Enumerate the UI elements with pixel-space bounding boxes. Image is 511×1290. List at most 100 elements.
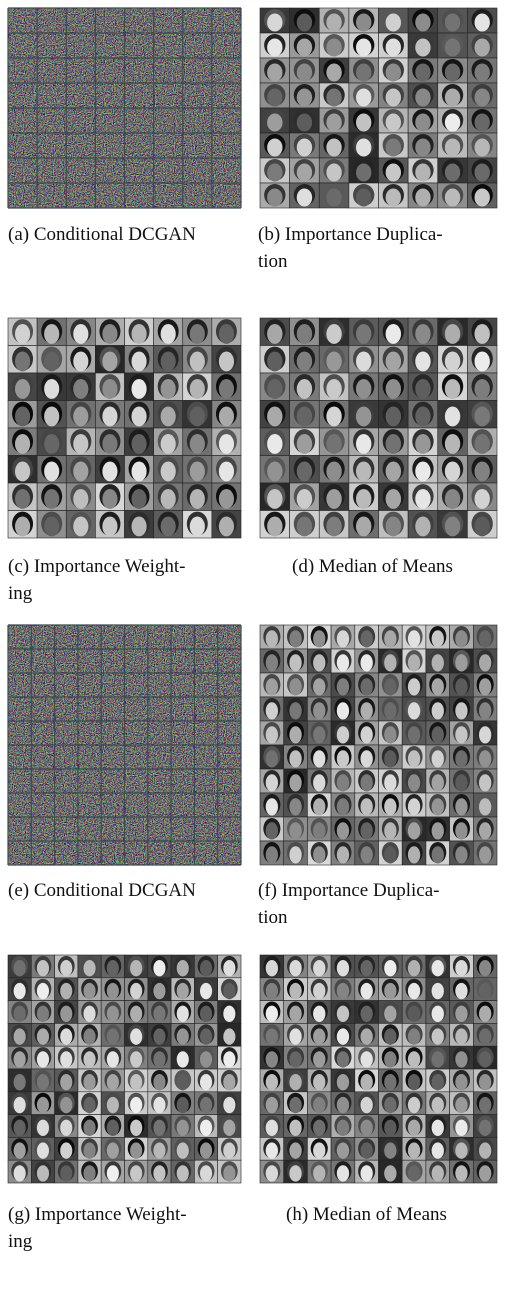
face-skin: [384, 654, 397, 672]
face-skin: [478, 1051, 492, 1068]
face-skin: [478, 960, 492, 977]
face-skin: [313, 1074, 326, 1091]
face-skin: [73, 516, 89, 537]
face-skin: [326, 406, 342, 427]
face-skin: [415, 351, 431, 372]
face-skin: [360, 846, 373, 864]
face-skin: [474, 434, 490, 454]
face-skin: [360, 630, 373, 648]
face-skin: [474, 351, 490, 372]
face-skin: [431, 798, 444, 816]
face-skin: [478, 1074, 492, 1091]
face-skin: [360, 1165, 373, 1182]
face-skin: [360, 798, 373, 816]
face-skin: [385, 351, 402, 372]
face-skin: [384, 1051, 397, 1068]
face-skin: [130, 982, 143, 1000]
face-skin: [313, 1051, 326, 1068]
face-skin: [336, 846, 350, 864]
face-skin: [265, 822, 279, 840]
face-skin: [474, 63, 490, 82]
face-skin: [14, 489, 31, 509]
face-skin: [478, 678, 492, 696]
face-skin: [60, 982, 73, 1000]
face-skin: [199, 1096, 213, 1114]
face-skin: [431, 702, 444, 720]
face-skin: [218, 461, 235, 482]
face-skin: [265, 1028, 279, 1045]
face-skin: [267, 88, 283, 107]
face-skin: [160, 351, 176, 372]
face-skin: [313, 726, 326, 744]
face-skin: [336, 1051, 350, 1068]
face-skin: [267, 434, 283, 454]
face-skin: [384, 750, 397, 768]
face-skin: [265, 654, 279, 672]
face-skin: [384, 822, 397, 840]
face-skin: [36, 982, 50, 1000]
face-skin: [355, 406, 372, 427]
face-skin: [474, 188, 490, 207]
face-skin: [131, 379, 147, 399]
face-skin: [130, 1142, 143, 1159]
image-grid: [7, 317, 242, 539]
face-skin: [265, 798, 279, 816]
face-skin: [444, 38, 461, 57]
face-skin: [431, 1165, 444, 1182]
face-skin: [265, 630, 279, 648]
face-skin: [415, 38, 431, 57]
face-skin: [14, 406, 31, 427]
face-skin: [267, 188, 283, 207]
face-skin: [431, 1051, 444, 1068]
face-skin: [455, 1074, 468, 1091]
face-skin: [407, 630, 421, 648]
face-skin: [384, 774, 397, 792]
face-skin: [355, 461, 372, 482]
face-skin: [407, 822, 421, 840]
face-skin: [407, 678, 421, 696]
face-skin: [478, 654, 492, 672]
face-skin: [455, 702, 468, 720]
face-skin: [360, 822, 373, 840]
face-skin: [385, 138, 402, 157]
face-skin: [355, 38, 372, 57]
face-skin: [407, 1142, 421, 1159]
face-skin: [189, 351, 205, 372]
face-skin: [218, 406, 235, 427]
face-skin: [360, 1119, 373, 1137]
face-skin: [444, 138, 461, 157]
face-skin: [60, 1119, 73, 1137]
face-skin: [474, 38, 490, 57]
face-skin: [355, 489, 372, 509]
caption: (e) Conditional DCGAN: [8, 880, 196, 901]
face-skin: [474, 489, 490, 509]
face-skin: [384, 1142, 397, 1159]
face-skin: [160, 379, 176, 399]
face-skin: [265, 1142, 279, 1159]
face-skin: [106, 1142, 119, 1159]
face-skin: [326, 516, 342, 537]
face-skin: [73, 379, 89, 399]
face-skin: [355, 516, 372, 537]
face-skin: [296, 406, 313, 427]
face-skin: [265, 1165, 279, 1182]
face-skin: [313, 1005, 326, 1023]
face-skin: [444, 113, 461, 132]
face-skin: [474, 516, 490, 537]
face-skin: [13, 1028, 26, 1045]
face-skin: [131, 324, 147, 344]
face-skin: [106, 1119, 119, 1137]
face-skin: [289, 846, 302, 864]
face-skin: [131, 351, 147, 372]
face-skin: [73, 489, 89, 509]
face-skin: [384, 726, 397, 744]
face-skin: [73, 406, 89, 427]
face-skin: [36, 960, 50, 977]
face-skin: [36, 1005, 50, 1023]
face-skin: [44, 324, 60, 344]
face-skin: [289, 1074, 302, 1091]
face-skin: [36, 1028, 50, 1045]
face-skin: [83, 1074, 96, 1091]
face-skin: [415, 489, 431, 509]
face-skin: [336, 960, 350, 977]
